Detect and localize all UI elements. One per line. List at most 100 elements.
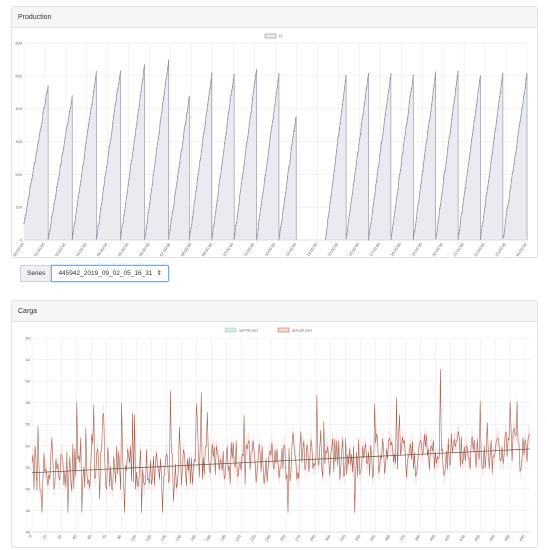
- cycle-point: [224, 137, 226, 139]
- y-tick-label: 64: [26, 336, 31, 341]
- cycle-point: [157, 137, 159, 139]
- carga-chart: 46 48 50 52 54 56 58 60 62 64 0 15 30 45 60 75 90 105 120 1…: [26, 328, 531, 542]
- cycle-point: [27, 198, 29, 200]
- y-tick-label: 58: [26, 400, 31, 405]
- cycle-point: [214, 215, 216, 218]
- production-cycle: [278, 116, 297, 241]
- cycle-point: [93, 90, 95, 92]
- production-cycle: [479, 72, 504, 241]
- cycle-point: [188, 99, 190, 102]
- cycle-point: [380, 142, 382, 144]
- cycle-point: [175, 187, 177, 189]
- x-tick-label: 60: [86, 533, 93, 540]
- cycle-point: [81, 166, 84, 168]
- cycle-point: [344, 79, 346, 82]
- cycle-point: [31, 179, 33, 181]
- x-tick-label: 09:00:00: [200, 241, 213, 257]
- cycle-point: [232, 79, 234, 81]
- cycle-point: [452, 106, 454, 108]
- cycle-point: [188, 95, 190, 97]
- production-cycle: [255, 73, 280, 241]
- cycle-point: [516, 137, 519, 139]
- cycle-point: [39, 129, 41, 131]
- cycle-point: [485, 196, 487, 198]
- y-tick-label: 400: [15, 106, 22, 111]
- cycle-point: [489, 170, 491, 172]
- cycle-point: [94, 78, 97, 80]
- cycle-point: [278, 234, 281, 236]
- cycle-point: [425, 142, 427, 144]
- cycle-point: [261, 196, 263, 198]
- legend-label: t1: [279, 34, 283, 39]
- cycle-point: [236, 215, 238, 217]
- cycle-point: [35, 154, 37, 156]
- cycle-point: [185, 122, 187, 124]
- cycle-point: [395, 197, 398, 200]
- cycle-point: [262, 192, 264, 194]
- cycle-point: [134, 135, 136, 137]
- cycle-point: [502, 237, 504, 239]
- cycle-point: [221, 162, 223, 164]
- cycle-point: [267, 158, 269, 160]
- cycle-point: [122, 222, 124, 224]
- x-tick-label: 495: [518, 533, 526, 542]
- x-tick-label: 285: [309, 533, 317, 542]
- cycle-point: [65, 129, 67, 132]
- cycle-point: [391, 234, 393, 236]
- cycle-point: [492, 143, 494, 145]
- cycle-point: [202, 136, 204, 139]
- cycle-point: [371, 209, 374, 212]
- y-tick-label: 500: [15, 73, 22, 78]
- cycle-point: [172, 208, 174, 210]
- cycle-point: [407, 111, 410, 113]
- cycle-point: [420, 182, 422, 184]
- cycle-point: [433, 85, 435, 87]
- cycle-point: [244, 153, 246, 155]
- cycle-point: [139, 95, 141, 97]
- cycle-point: [233, 73, 235, 75]
- cycle-point: [228, 108, 230, 110]
- production-cycle: [390, 75, 414, 241]
- cycle-point: [408, 102, 410, 104]
- cycle-area: [24, 86, 49, 240]
- cycle-point: [470, 145, 472, 147]
- cycle-point: [404, 133, 406, 135]
- cycle-point: [422, 170, 424, 172]
- cycle-point: [474, 116, 476, 118]
- cycle-point: [179, 155, 182, 157]
- cycle-point: [441, 192, 443, 194]
- cycle-point: [37, 143, 39, 145]
- cycle-point: [83, 156, 85, 158]
- y-tick-label: 60: [26, 379, 31, 384]
- cycle-point: [242, 173, 244, 175]
- cycle-point: [415, 223, 417, 226]
- cycle-point: [480, 231, 482, 234]
- cycle-point: [520, 114, 522, 117]
- x-tick-label: 07:00:00: [158, 241, 171, 257]
- cycle-point: [508, 199, 510, 202]
- cycle-point: [483, 209, 486, 211]
- cycle-point: [378, 164, 380, 166]
- cycle-point: [522, 105, 524, 107]
- series-dropdown[interactable]: 445942_2019_09_02_05_16_31 ⇕: [51, 265, 169, 282]
- cycle-point: [162, 103, 164, 105]
- cycle-point: [368, 233, 370, 235]
- cycle-point: [451, 118, 453, 121]
- cycle-point: [63, 147, 65, 149]
- production-cycle: [211, 73, 235, 241]
- cycle-point: [436, 228, 438, 231]
- cycle-point: [484, 205, 486, 207]
- cycle-point: [511, 172, 513, 174]
- cycle-point: [70, 102, 72, 104]
- cycle-point: [431, 97, 434, 99]
- cycle-point: [386, 103, 388, 105]
- x-tick-label: 435: [458, 533, 466, 542]
- cycle-point: [204, 122, 206, 124]
- cycle-point: [182, 141, 184, 144]
- cycle-point: [64, 136, 66, 138]
- cycle-point: [490, 161, 492, 163]
- cycle-point: [375, 184, 377, 186]
- cycle-point: [211, 72, 213, 74]
- cycle-point: [143, 238, 146, 240]
- cycle-point: [106, 166, 108, 168]
